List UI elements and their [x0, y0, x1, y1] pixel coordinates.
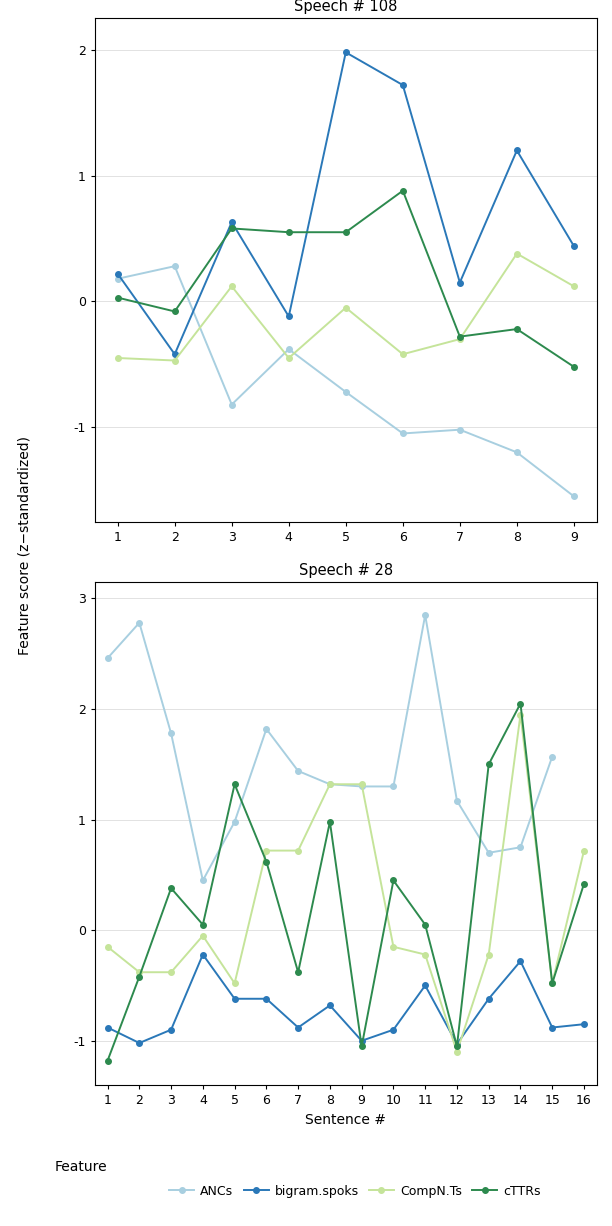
Title: Speech # 108: Speech # 108 — [294, 0, 397, 15]
Legend: ANCs, bigram.spoks, CompN.Ts, cTTRs: ANCs, bigram.spoks, CompN.Ts, cTTRs — [169, 1184, 541, 1198]
X-axis label: Sentence #: Sentence # — [305, 1112, 386, 1127]
Title: Speech # 28: Speech # 28 — [299, 563, 393, 577]
Text: Feature: Feature — [55, 1160, 108, 1175]
Text: Feature score (z−standardized): Feature score (z−standardized) — [18, 436, 31, 655]
